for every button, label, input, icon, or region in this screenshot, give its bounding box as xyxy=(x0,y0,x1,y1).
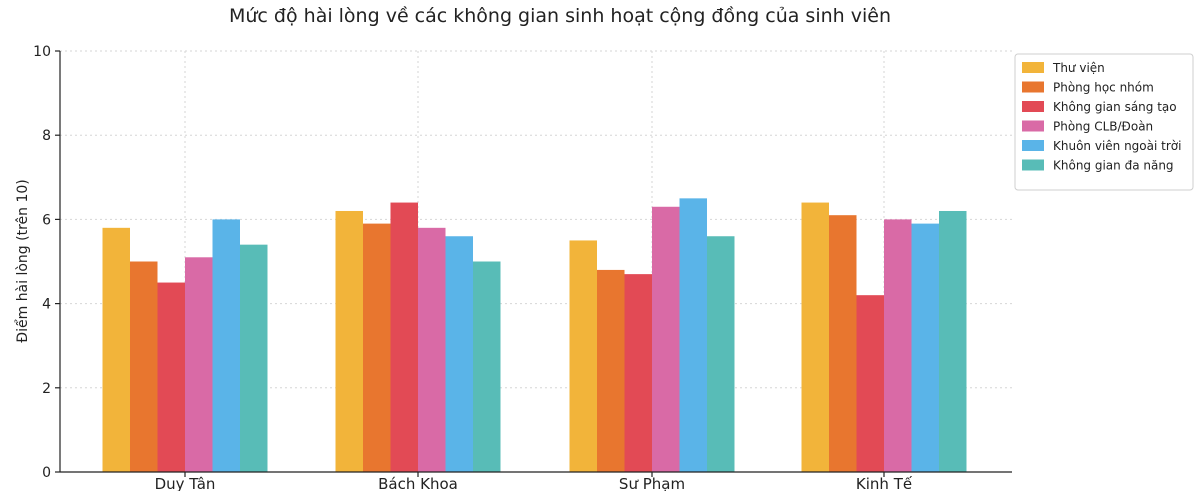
bar xyxy=(363,223,391,472)
bar xyxy=(418,227,446,472)
bar xyxy=(801,202,829,472)
legend-label: Thư viện xyxy=(1052,61,1105,75)
bar xyxy=(829,215,857,472)
legend-swatch xyxy=(1022,120,1044,132)
y-tick-label: 8 xyxy=(42,128,51,144)
legend-swatch xyxy=(1022,62,1044,73)
y-axis-label: Điểm hài lòng (trên 10) xyxy=(14,179,31,343)
y-tick-label: 6 xyxy=(42,212,51,228)
bar xyxy=(652,206,680,472)
legend-swatch xyxy=(1022,159,1044,171)
x-tick-label: Kinh Tế xyxy=(856,475,913,491)
bar xyxy=(212,219,240,472)
bar xyxy=(130,261,158,472)
bar xyxy=(884,219,912,472)
bar xyxy=(624,274,652,472)
bar xyxy=(240,244,268,472)
bar xyxy=(707,236,735,472)
bar xyxy=(569,240,597,472)
legend-label: Khuôn viên ngoài trời xyxy=(1053,139,1181,153)
legend-label: Không gian sáng tạo xyxy=(1053,100,1177,114)
axes: 0 2 4 6 8 10 Duy Tân Bách Khoa Sư Phạm Kinh Tế xyxy=(33,44,1012,491)
bar xyxy=(856,295,884,472)
y-tick-label: 10 xyxy=(33,44,51,60)
x-tick-label: Sư Phạm xyxy=(619,475,685,491)
legend-label: Phòng CLB/Đoàn xyxy=(1053,120,1153,134)
legend-swatch xyxy=(1022,140,1044,151)
bar xyxy=(473,261,501,472)
y-tick-label: 0 xyxy=(42,465,51,481)
legend: Thư viện Phòng học nhóm Không gian sáng tạ… xyxy=(1014,53,1194,191)
bars xyxy=(102,198,967,473)
x-tick-label: Duy Tân xyxy=(155,475,216,491)
bar xyxy=(157,282,185,472)
bar xyxy=(679,198,707,472)
bar xyxy=(102,227,130,472)
legend-swatch xyxy=(1022,81,1044,93)
legend-label: Không gian đa năng xyxy=(1053,159,1174,173)
legend-box xyxy=(1014,53,1194,191)
legend-label: Phòng học nhóm xyxy=(1053,81,1154,95)
bar xyxy=(911,223,939,472)
y-tick-label: 2 xyxy=(42,381,51,397)
y-tick-label: 4 xyxy=(42,297,51,313)
legend-swatch xyxy=(1022,101,1044,112)
x-tick-label: Bách Khoa xyxy=(378,475,458,491)
bar xyxy=(597,269,625,472)
bar xyxy=(335,210,363,473)
chart-title: Mức độ hài lòng về các không gian sinh h… xyxy=(229,5,891,27)
bar xyxy=(390,202,418,472)
bar xyxy=(185,257,213,472)
bar xyxy=(939,210,967,473)
bar xyxy=(445,236,473,472)
